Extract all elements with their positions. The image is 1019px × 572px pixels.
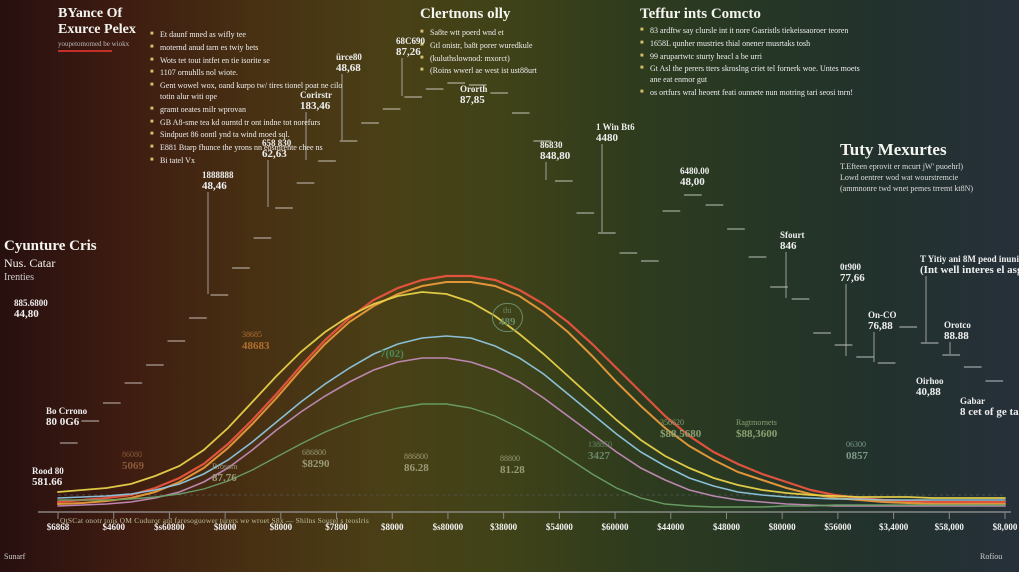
callout: Oirhoo40,88: [916, 376, 944, 398]
x-tick-label: $56000: [824, 522, 851, 532]
x-tick-label: $58,000: [935, 522, 964, 532]
value-tag: 686800$8290: [302, 448, 330, 471]
callout: 885.680044,80: [14, 298, 48, 320]
notes-center: Sa8te wtt poerd wnd etGtl onistr, ba8t p…: [420, 28, 610, 79]
x-tick-label: $80000: [769, 522, 796, 532]
title-top-left: BYance Of Exurce Pelexyoupetomomed be wi…: [58, 6, 136, 52]
value-tag: thi489: [492, 303, 523, 332]
callout: Ororth87,85: [460, 84, 487, 106]
title-center: Clertnons olly: [420, 6, 510, 23]
value-tag: 1388503427: [588, 440, 612, 463]
corner-right-label: Rofíou: [980, 552, 1002, 561]
value-tag: 860805069: [122, 450, 144, 473]
corner-left-label: Sunarf: [4, 552, 25, 561]
callout: 86830848,80: [540, 140, 570, 162]
x-tick-label: $44000: [657, 522, 684, 532]
callout: Bo Crrono80 0G6: [46, 406, 87, 428]
callout: T Yitiy ani 8M peod inuniter(Int well in…: [920, 254, 1019, 276]
x-tick-label: $54000: [546, 522, 573, 532]
callout: 188888848,46: [202, 170, 234, 192]
callout: Orotco88.88: [944, 320, 971, 342]
x-tick-label: $38000: [490, 522, 517, 532]
title-tuty: Tuty MexurtesT.Efteen eprovit er mcurt j…: [840, 140, 973, 193]
callout: Sfourt846: [780, 230, 805, 252]
value-tag: Ragtmornets$88,3600: [736, 418, 777, 441]
title-right: Teffur ints Comcto: [640, 6, 761, 23]
x-tick-label: $60000: [602, 522, 629, 532]
value-tag: 3868548683: [242, 330, 270, 353]
notes-right: 83 ardftw say clursle int it nore Gasris…: [640, 26, 870, 101]
callout: Gabar8 cet of ge taly, Me swothets 80V99: [960, 396, 1019, 418]
callout: 658 83062,63: [262, 138, 291, 160]
footer-caption: QtSCat onotr tons OM Cuduror anl faresog…: [60, 516, 369, 525]
callout: Rood 80581.66: [32, 466, 64, 488]
x-tick-label: $48000: [713, 522, 740, 532]
value-tag: 7(02): [380, 348, 404, 361]
callout: 0t90077,66: [840, 262, 865, 284]
value-tag: 063000857: [846, 440, 868, 463]
callout: Corirstr183,46: [300, 90, 332, 112]
callout: 68C69087,26: [396, 36, 425, 58]
x-tick-label: $8000: [381, 522, 404, 532]
side-title-left: Cyunture CrisNus. CatarIrenties: [4, 238, 97, 283]
value-tag: 8880081.28: [500, 454, 525, 477]
chart-stage: { "canvas": { "width": 1019, "height": 5…: [0, 0, 1019, 572]
x-tick-label: $8,000: [993, 522, 1018, 532]
value-tag: 88680086.28: [404, 452, 429, 475]
callout: On-CO76,88: [868, 310, 897, 332]
x-tick-label: $3,4000: [879, 522, 908, 532]
x-tick-label: $s80000: [433, 522, 464, 532]
value-tag: Brosom87.76: [212, 462, 237, 485]
callout: 6480.0048,00: [680, 166, 709, 188]
value-tag: 356620$88,5680: [660, 418, 701, 441]
callout: ürce8048,68: [336, 52, 362, 74]
callout: 1 Win Bt64480: [596, 122, 635, 144]
